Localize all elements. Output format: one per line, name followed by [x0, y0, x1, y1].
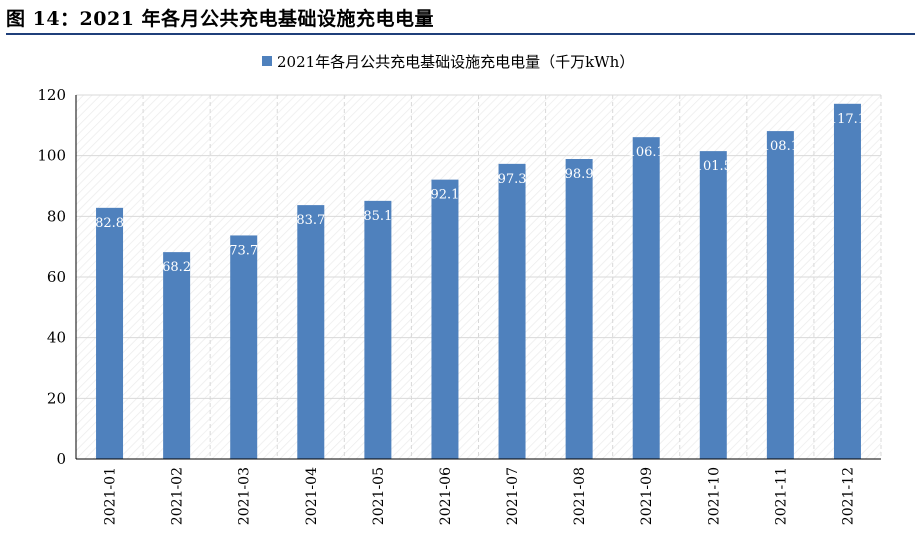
x-tick-label: 2021-03	[237, 467, 253, 525]
legend-swatch	[262, 56, 272, 66]
bar	[364, 200, 392, 459]
y-tick-label: 120	[37, 86, 66, 104]
y-tick-label: 80	[47, 207, 66, 225]
data-label: 73.7	[229, 243, 258, 258]
data-label: 101.5	[695, 159, 732, 174]
x-tick-label: 2021-11	[773, 467, 789, 525]
x-tick-label: 2021-04	[304, 467, 320, 525]
gridlines	[76, 94, 882, 459]
bar	[163, 252, 191, 459]
bar	[297, 205, 325, 459]
y-tick-label: 20	[47, 389, 66, 407]
bar	[699, 151, 727, 459]
legend-label: 2021年各月公共充电基础设施充电电量（千万kWh）	[277, 53, 634, 71]
y-axis-ticks: 0 20 40 60 80 100 120	[37, 86, 66, 468]
data-label: 85.1	[363, 209, 392, 224]
data-label: 108.1	[762, 139, 799, 154]
x-axis-ticks: 2021-01 2021-02 2021-03 2021-04 2021-05 2021-…	[103, 467, 857, 525]
bar	[230, 235, 258, 459]
x-tick-label: 2021-12	[840, 467, 856, 525]
y-tick-label: 0	[56, 450, 66, 468]
data-label: 98.9	[565, 167, 594, 182]
x-tick-label: 2021-05	[371, 467, 387, 525]
data-label: 117.1	[829, 112, 866, 127]
figure-title: 图 14：2021 年各月公共充电基础设施充电电量	[6, 8, 435, 30]
y-tick-label: 60	[47, 268, 66, 286]
data-label: 83.7	[296, 213, 325, 228]
data-label: 82.8	[95, 216, 124, 231]
data-label: 97.3	[498, 172, 527, 187]
bar	[833, 103, 861, 460]
legend: 2021年各月公共充电基础设施充电电量（千万kWh）	[262, 53, 634, 71]
x-tick-label: 2021-08	[572, 467, 588, 525]
bar	[565, 159, 593, 459]
x-tick-label: 2021-10	[706, 467, 722, 525]
bar	[766, 131, 794, 459]
y-tick-label: 100	[37, 147, 66, 165]
bars: 82.8 68.2 73.7 83.7 85.1 92.1 97.3 98.9 106.1 101…	[95, 103, 866, 460]
bar	[498, 163, 526, 459]
x-tick-label: 2021-06	[438, 467, 454, 525]
y-tick-label: 40	[47, 329, 66, 347]
bar	[431, 179, 459, 459]
data-label: 92.1	[430, 188, 459, 203]
x-tick-label: 2021-07	[505, 467, 521, 525]
data-label: 68.2	[162, 260, 191, 275]
x-tick-label: 2021-02	[170, 467, 186, 525]
bar	[96, 207, 124, 459]
title-divider	[6, 33, 915, 35]
bar	[632, 137, 660, 459]
data-label: 106.1	[628, 145, 665, 160]
x-tick-label: 2021-09	[639, 467, 655, 525]
x-tick-label: 2021-01	[103, 467, 119, 525]
